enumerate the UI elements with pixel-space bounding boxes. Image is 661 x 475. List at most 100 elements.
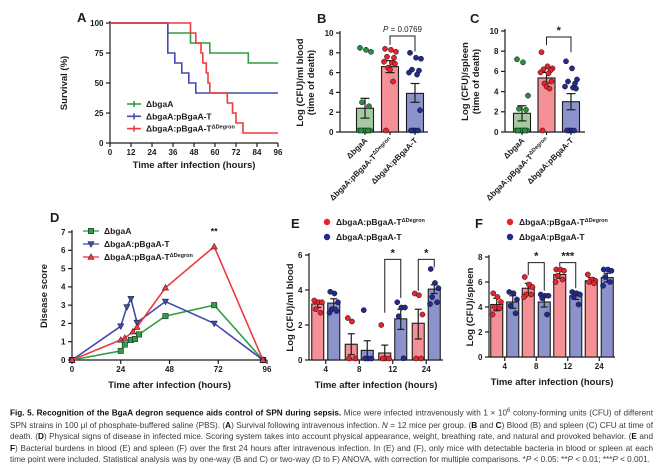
survival-chart: 0 25 50 75 100 0 12 24 36 48 60 72 84 96 ΔbgaA ΔbgaA:pB… — [59, 10, 283, 171]
data-point — [391, 54, 397, 61]
data-point — [491, 304, 498, 310]
y-tick-label: 2 — [61, 319, 66, 328]
panel-letter: B — [317, 11, 326, 26]
data-point — [333, 308, 340, 314]
y-tick-label: 8 — [494, 47, 499, 56]
data-point — [521, 294, 527, 300]
data-point — [494, 294, 501, 300]
data-point — [368, 355, 375, 362]
triangle-down-marker — [117, 323, 125, 331]
y-axis-title: Disease score — [39, 264, 50, 328]
score-line-red — [71, 245, 264, 361]
y-tick-label: 4 — [478, 303, 483, 312]
y-tick-label: 4 — [329, 88, 334, 97]
x-axis-title: Time after infection (hours) — [315, 380, 438, 391]
y-tick-label: 10 — [325, 29, 334, 38]
legend-label: ΔbgaA:pBgaA-T — [336, 232, 402, 242]
caption-segment: and — [477, 420, 496, 430]
data-point — [546, 85, 553, 92]
y-tick-label: 8 — [478, 253, 483, 262]
data-point — [384, 53, 390, 60]
square-marker — [121, 341, 128, 348]
data-point — [319, 299, 325, 306]
y-tick-label: 2 — [478, 328, 483, 337]
data-point — [514, 56, 520, 63]
data-point — [516, 105, 522, 112]
survival-curve-red — [110, 22, 278, 134]
data-point — [416, 292, 422, 299]
caption-segment: P — [567, 455, 573, 465]
data-point — [400, 355, 407, 362]
data-point — [529, 284, 536, 290]
caption-segment: = 12 mice per group. ( — [387, 420, 472, 430]
y-tick-label: 0 — [478, 353, 483, 362]
data-point — [522, 127, 528, 134]
data-point — [379, 355, 386, 362]
caption-segment: F — [10, 443, 16, 453]
y-axis-title: (time of death) — [306, 50, 317, 115]
caption-segment: < 0.05: ** — [531, 455, 568, 465]
data-point — [418, 355, 424, 362]
y-tick-label: 10 — [490, 27, 499, 36]
x-axis-title: Time after infection (hours) — [133, 160, 256, 171]
y-tick-label: 50 — [95, 79, 104, 88]
square-marker — [211, 302, 218, 309]
x-axis-title: Time after infection (hours) — [491, 377, 614, 388]
y-axis-title: Log (CFU)/spleen — [460, 42, 471, 121]
data-point — [489, 311, 496, 318]
panel-letter: A — [77, 10, 87, 25]
y-tick-label: 0 — [494, 128, 499, 137]
bar-blue — [537, 301, 551, 358]
x-category-label: ΔbgaA:pBgaA-T — [369, 136, 419, 186]
bar-blue — [506, 301, 520, 358]
triangle-up-marker — [129, 327, 137, 335]
y-tick-label: 4 — [298, 286, 303, 295]
data-point — [544, 311, 550, 318]
x-tick-label: 84 — [253, 148, 262, 157]
legend-label: ΔbgaA:pBgaA-T — [104, 239, 170, 249]
x-tick-label: 12 — [127, 148, 136, 157]
x-tick-label: 24 — [422, 365, 431, 374]
data-point — [514, 296, 520, 303]
x-tick-label: 72 — [232, 148, 241, 157]
panel-letter: F — [475, 216, 483, 231]
caption-segment: ) Blood (B) and spleen (C) CFU at time o… — [10, 420, 653, 442]
y-axis-title: Log (CFU)/ml blood — [295, 38, 306, 126]
score-line-blue — [71, 296, 264, 361]
y-tick-label: 2 — [494, 108, 499, 117]
x-tick-label: 36 — [169, 148, 178, 157]
bar-red — [553, 273, 567, 358]
data-point — [360, 307, 367, 313]
data-point — [586, 279, 593, 285]
y-tick-label: 6 — [494, 67, 499, 76]
data-point — [435, 285, 442, 292]
panel-c-spleen-cfu-chart: 0 2 4 6 8 10 ΔbgaA ΔbgaA:pBgaA-TΔDegron ΔbgaA:pB… — [460, 5, 660, 203]
data-point — [607, 279, 613, 285]
data-point — [429, 294, 435, 300]
triangle-down-marker — [123, 304, 131, 311]
caption-segment: C — [495, 420, 502, 430]
data-point — [390, 78, 396, 85]
caption-segment: colony-forming units (CFU) of different … — [10, 408, 653, 430]
triangle-up-marker — [210, 242, 218, 250]
survival-curve-green — [110, 22, 278, 64]
y-tick-label: 6 — [61, 246, 66, 255]
data-point — [414, 71, 420, 78]
x-tick-label: 24 — [148, 148, 157, 157]
significance-stars: * — [424, 247, 429, 259]
bar-red — [380, 66, 400, 133]
data-point — [552, 279, 559, 285]
data-point — [434, 299, 440, 306]
data-point — [525, 92, 531, 99]
x-axis-title: Time after infection (hours) — [108, 380, 231, 391]
data-point — [432, 280, 438, 286]
data-point — [562, 83, 568, 90]
x-tick-label: 24 — [595, 362, 604, 371]
caption-segment: ) Physical signs of disease in infected … — [43, 432, 632, 442]
figure-caption: Fig. 5. Recognition of the BgaA degron s… — [10, 406, 653, 466]
data-point — [395, 313, 402, 320]
data-point — [417, 107, 423, 114]
data-point — [528, 291, 534, 298]
y-tick-label: 75 — [95, 49, 104, 58]
